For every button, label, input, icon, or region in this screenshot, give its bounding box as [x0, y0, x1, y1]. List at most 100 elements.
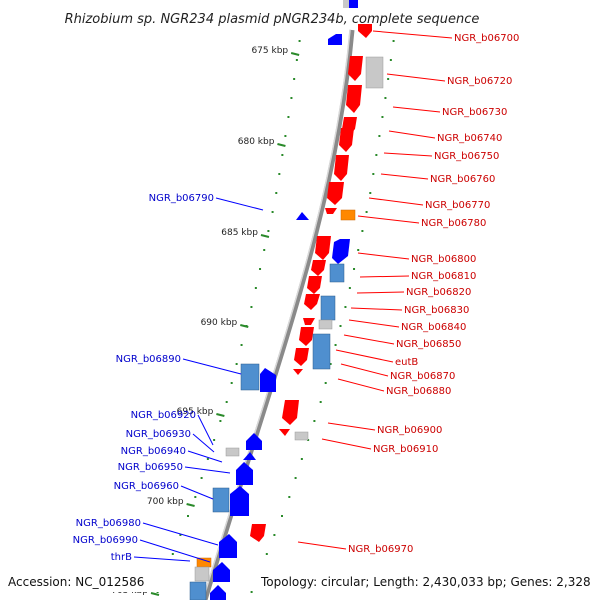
gene-label-NGR_b06850[interactable]: NGR_b06850	[396, 339, 461, 350]
gene-label-NGR_b06970[interactable]: NGR_b06970	[348, 544, 413, 555]
gene-NGR_b06750[interactable]	[339, 128, 354, 152]
gene-label-NGR_b06960[interactable]: NGR_b06960	[114, 481, 179, 492]
guide-dot	[271, 211, 274, 213]
gene-leader-line	[197, 414, 214, 446]
kbp-tick-label: 685 kbp	[221, 228, 258, 238]
gene-feature-rev-c[interactable]	[260, 368, 276, 392]
gene-label-NGR_b06980[interactable]: NGR_b06980	[76, 518, 141, 529]
gene-NGR_b06940[interactable]	[243, 452, 256, 460]
guide-dot	[369, 192, 372, 194]
gene-NGR_b06900[interactable]	[282, 400, 299, 425]
gene-NGR_b06990[interactable]	[213, 562, 230, 582]
gene-label-NGR_b06820[interactable]: NGR_b06820	[406, 287, 471, 298]
gene-feature-rev[interactable]	[328, 34, 342, 45]
gene-NGR_b06730[interactable]	[346, 85, 362, 113]
guide-dot	[219, 420, 222, 422]
gene-label-NGR_b06810[interactable]: NGR_b06810	[411, 271, 476, 282]
guide-dot	[263, 249, 266, 251]
gene-leader-line	[297, 541, 347, 550]
gene-NGR_b06930[interactable]	[225, 447, 240, 457]
guide-dot	[339, 325, 342, 327]
gene-label-NGR_b06990[interactable]: NGR_b06990	[73, 535, 138, 546]
gene-label-NGR_b06790[interactable]: NGR_b06790	[149, 193, 214, 204]
gene-eutB[interactable]	[294, 348, 309, 366]
gene-label-NGR_b06840[interactable]: NGR_b06840	[401, 322, 466, 333]
gene-label-NGR_b06730[interactable]: NGR_b06730	[442, 107, 507, 118]
gene-NGR_b06910[interactable]	[279, 429, 290, 436]
gene-NGR_b06770[interactable]	[327, 182, 344, 205]
gene-feature-steel[interactable]	[329, 263, 345, 283]
gene-label-eutB[interactable]: eutB	[395, 357, 418, 368]
gene-NGR_b06830[interactable]	[304, 294, 320, 310]
gene-NGR_b06960[interactable]	[212, 487, 230, 513]
guide-dot	[334, 344, 337, 346]
gene-label-NGR_b06800[interactable]: NGR_b06800	[411, 254, 476, 265]
gene-feature-rev-d[interactable]	[230, 486, 249, 516]
gene-feature-gray-c[interactable]	[194, 566, 210, 582]
gene-NGR_b06920[interactable]	[246, 433, 262, 450]
gene-feature-rev-e[interactable]	[210, 585, 226, 600]
gene-NGR_b06820[interactable]	[307, 276, 322, 294]
gene-NGR_b06890[interactable]	[240, 363, 260, 391]
gene-label-NGR_b06910[interactable]: NGR_b06910	[373, 444, 438, 455]
gene-label-NGR_b06930[interactable]: NGR_b06930	[126, 429, 191, 440]
gene-leader-line	[388, 130, 436, 139]
gene-NGR_b06980[interactable]	[219, 534, 237, 558]
guide-dot	[206, 458, 209, 460]
gene-label-NGR_b06760[interactable]: NGR_b06760	[430, 174, 495, 185]
gene-label-NGR_b06870[interactable]: NGR_b06870	[390, 371, 455, 382]
gene-feature-fwd-small[interactable]	[325, 208, 337, 214]
gene-label-NGR_b06780[interactable]: NGR_b06780	[421, 218, 486, 229]
gene-NGR_b06850[interactable]	[299, 327, 314, 346]
gene-label-thrB[interactable]: thrB	[111, 552, 132, 563]
gene-label-NGR_b06830[interactable]: NGR_b06830	[404, 305, 469, 316]
gene-label-NGR_b06880[interactable]: NGR_b06880	[386, 386, 451, 397]
gene-feature-steel-c[interactable]	[312, 333, 331, 370]
gene-NGR_b06720[interactable]	[365, 56, 384, 89]
gene-leader-line	[380, 173, 429, 180]
guide-dot	[281, 154, 284, 156]
gene-NGR_b06970[interactable]	[250, 524, 266, 542]
gene-label-NGR_b06940[interactable]: NGR_b06940	[121, 446, 186, 457]
gene-feature-fwd[interactable]	[348, 56, 363, 81]
gene-label-NGR_b06890[interactable]: NGR_b06890	[116, 354, 181, 365]
gene-feature-steel-d[interactable]	[189, 581, 207, 600]
gene-label-NGR_b06900[interactable]: NGR_b06900	[377, 425, 442, 436]
guide-dot	[235, 363, 238, 365]
gene-feature-gray[interactable]	[294, 431, 309, 441]
gene-feature-rev-b[interactable]	[332, 239, 350, 264]
kbp-tick-mark	[186, 503, 195, 507]
gene-label-NGR_b06700[interactable]: NGR_b06700	[454, 33, 519, 44]
gene-NGR_b06700[interactable]	[358, 24, 372, 38]
gene-NGR_b06800[interactable]	[315, 236, 331, 260]
gene-label-NGR_b06770[interactable]: NGR_b06770	[425, 200, 490, 211]
guide-dot	[281, 515, 283, 517]
gene-NGR_b06950[interactable]	[236, 462, 253, 485]
gene-label-NGR_b06920[interactable]: NGR_b06920	[131, 410, 196, 421]
gene-NGR_b06760[interactable]	[334, 155, 349, 181]
guide-dot	[284, 135, 287, 137]
gene-label-NGR_b06750[interactable]: NGR_b06750	[434, 151, 499, 162]
kbp-tick-mark	[277, 143, 286, 147]
gene-leader-line	[133, 556, 191, 562]
guide-dot	[300, 458, 303, 460]
gene-thrB[interactable]	[196, 557, 212, 568]
gene-feature-gray-b[interactable]	[318, 319, 333, 330]
gene-label-NGR_b06720[interactable]: NGR_b06720	[447, 76, 512, 87]
guide-dot	[329, 363, 332, 365]
gene-feature-steel-b[interactable]	[320, 295, 336, 321]
guide-dot	[278, 173, 281, 175]
guide-dot	[179, 534, 182, 536]
gene-label-NGR_b06740[interactable]: NGR_b06740	[437, 133, 502, 144]
gene-leader-line	[327, 422, 376, 431]
guide-dot	[381, 116, 384, 118]
gene-label-NGR_b06950[interactable]: NGR_b06950	[118, 462, 183, 473]
gene-NGR_b06840[interactable]	[303, 318, 315, 325]
gene-NGR_b06870[interactable]	[293, 369, 303, 375]
gene-NGR_b06810[interactable]	[311, 260, 326, 276]
kbp-tick-label: 695 kbp	[177, 407, 214, 417]
gene-feature-rev-top[interactable]	[349, 0, 358, 8]
gene-NGR_b06780[interactable]	[340, 209, 356, 221]
gene-feature-gray-top[interactable]	[343, 0, 351, 8]
gene-NGR_b06790[interactable]	[296, 212, 309, 220]
